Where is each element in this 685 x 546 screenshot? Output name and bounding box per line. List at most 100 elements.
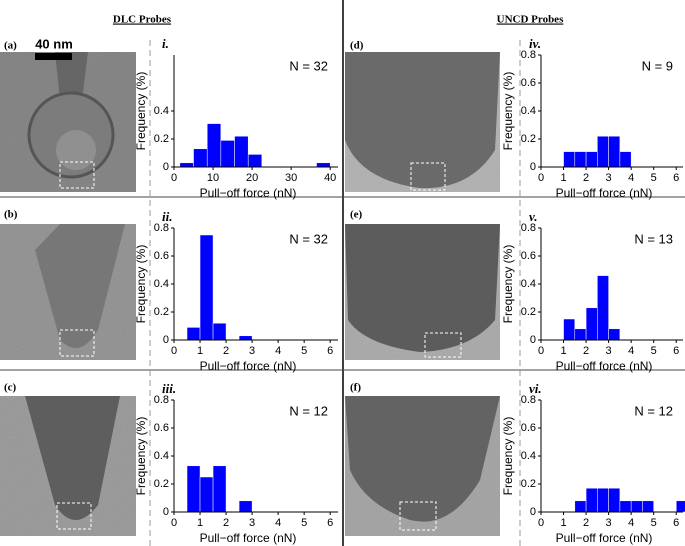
bar: [585, 151, 598, 168]
bar: [675, 500, 685, 513]
y-tick-label: 0.8: [521, 49, 536, 61]
scale-bar-label: 40 nm: [35, 36, 73, 51]
bar: [597, 275, 609, 341]
bar: [608, 328, 621, 341]
x-tick-label: 6: [327, 517, 333, 529]
y-axis-label: Frequency (%): [501, 417, 515, 496]
x-tick-label: 4: [628, 345, 634, 357]
bar: [585, 487, 598, 513]
x-tick-label: 30: [285, 172, 297, 184]
panel-title: i.: [162, 36, 169, 51]
x-tick-label: 6: [327, 345, 333, 357]
y-tick-label: 0.4: [154, 450, 169, 462]
annotation: N = 32: [289, 58, 328, 73]
tem-image: [0, 396, 136, 536]
header: UNCD Probes: [497, 14, 564, 26]
x-tick-label: 5: [651, 517, 657, 529]
x-tick-label: 2: [583, 345, 589, 357]
y-tick-label: 0.6: [154, 422, 169, 434]
tem-image: [345, 52, 500, 192]
x-tick-label: 3: [606, 517, 612, 529]
x-tick-label: 1: [560, 517, 566, 529]
y-tick-label: 0.4: [154, 105, 169, 117]
annotation: N = 12: [634, 403, 673, 418]
bar: [619, 151, 632, 168]
y-tick-label: 0.2: [154, 478, 169, 490]
y-tick-label: 0: [530, 506, 536, 518]
y-tick-label: 0.4: [521, 105, 536, 117]
x-axis-label: Pull−off force (nN): [556, 531, 653, 545]
bar: [316, 162, 331, 168]
bar: [179, 162, 194, 168]
bar: [574, 500, 587, 513]
bar: [186, 465, 201, 513]
y-tick-label: 0.8: [521, 394, 536, 406]
panel-label: (f): [350, 382, 361, 394]
x-tick-label: 5: [651, 345, 657, 357]
bar: [563, 151, 576, 168]
x-tick-label: 3: [249, 345, 255, 357]
panel-label: (d): [350, 40, 364, 52]
y-tick-label: 0: [530, 161, 536, 173]
x-tick-label: 0: [538, 172, 544, 184]
bar: [585, 307, 598, 341]
x-tick-label: 5: [301, 345, 307, 357]
x-tick-label: 0: [171, 517, 177, 529]
bar: [238, 500, 253, 513]
x-axis-label: Pull−off force (nN): [556, 186, 653, 200]
bar: [212, 322, 227, 341]
x-tick-label: 2: [583, 517, 589, 529]
bar: [608, 487, 621, 513]
x-tick-label: 1: [560, 345, 566, 357]
x-tick-label: 10: [207, 172, 219, 184]
bar: [597, 135, 609, 168]
bar: [563, 318, 576, 341]
x-tick-label: 1: [197, 517, 203, 529]
y-tick-label: 0.6: [521, 77, 536, 89]
x-tick-label: 1: [197, 345, 203, 357]
bar: [642, 500, 654, 513]
x-tick-label: 0: [171, 172, 177, 184]
tem-image: [0, 224, 136, 360]
bar: [220, 140, 235, 168]
x-tick-label: 4: [628, 517, 634, 529]
annotation: N = 9: [642, 58, 673, 73]
y-axis-label: Frequency (%): [134, 245, 148, 324]
x-tick-label: 4: [275, 345, 281, 357]
y-tick-label: 0.6: [521, 250, 536, 262]
x-tick-label: 1: [560, 172, 566, 184]
bar: [574, 328, 587, 341]
x-tick-label: 5: [301, 517, 307, 529]
panel-label: (e): [350, 209, 363, 221]
panel-title: vi.: [529, 381, 542, 396]
x-tick-label: 6: [673, 345, 679, 357]
x-tick-label: 3: [606, 345, 612, 357]
y-tick-label: 0.4: [154, 278, 169, 290]
panel-title: v.: [529, 209, 538, 224]
x-tick-label: 4: [275, 517, 281, 529]
y-tick-label: 0.2: [154, 306, 169, 318]
annotation: N = 13: [634, 231, 673, 246]
panel-label: (b): [4, 209, 18, 221]
bar: [234, 135, 249, 168]
bar: [199, 476, 214, 513]
bar: [574, 151, 587, 168]
y-tick-label: 0.8: [154, 394, 169, 406]
x-axis-label: Pull−off force (nN): [200, 186, 297, 200]
bar: [199, 234, 214, 341]
y-tick-label: 0: [163, 506, 169, 518]
x-tick-label: 2: [223, 517, 229, 529]
y-axis-label: Frequency (%): [501, 245, 515, 324]
y-tick-label: 0.4: [521, 278, 536, 290]
bar: [597, 487, 609, 513]
x-tick-label: 20: [246, 172, 258, 184]
panel-label: (a): [4, 40, 17, 52]
y-tick-label: 0.6: [521, 422, 536, 434]
x-tick-label: 6: [673, 517, 679, 529]
tem-image: [345, 224, 500, 360]
x-axis-label: Pull−off force (nN): [556, 359, 653, 373]
bar: [630, 500, 643, 513]
y-axis-label: Frequency (%): [134, 417, 148, 496]
x-tick-label: 0: [538, 517, 544, 529]
